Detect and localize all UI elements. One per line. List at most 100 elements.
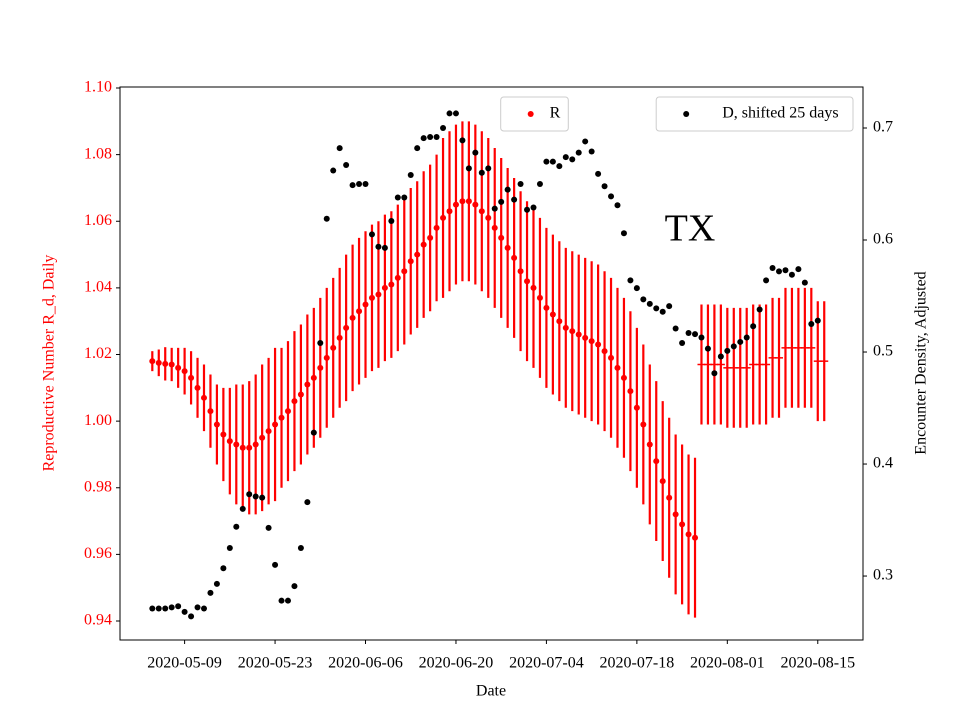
point [427, 133, 434, 140]
point [213, 421, 220, 428]
point [181, 368, 188, 375]
point [207, 589, 214, 596]
point [666, 303, 673, 310]
point [349, 182, 356, 189]
point [381, 244, 388, 251]
point [155, 359, 162, 366]
point [433, 133, 440, 140]
x-axis-label: Date [476, 683, 506, 700]
point [640, 296, 647, 303]
point [323, 354, 330, 361]
point [207, 408, 214, 415]
point [543, 158, 550, 165]
point [692, 331, 699, 338]
point [272, 561, 279, 568]
point [679, 521, 686, 528]
point [188, 374, 195, 381]
point [388, 281, 395, 288]
point [485, 214, 492, 221]
point [724, 347, 731, 354]
point [478, 169, 485, 176]
point [562, 324, 569, 331]
y-tick-label: 1.06 [84, 212, 112, 229]
point [595, 170, 602, 177]
point [679, 340, 686, 347]
point [368, 294, 375, 301]
point [556, 318, 563, 325]
point [375, 291, 382, 298]
point [504, 186, 511, 193]
point [653, 305, 660, 312]
point [233, 441, 240, 448]
x-tick-label: 2020-07-04 [509, 655, 584, 672]
point [459, 137, 466, 144]
point [239, 444, 246, 451]
point [278, 597, 285, 604]
point [259, 494, 266, 501]
point [162, 605, 169, 612]
point [588, 338, 595, 345]
point [472, 201, 479, 208]
point [175, 603, 182, 610]
point [297, 545, 304, 552]
y-tick-label: 0.98 [84, 478, 112, 495]
point [756, 306, 763, 313]
point [511, 254, 518, 261]
point [446, 110, 453, 117]
point [472, 149, 479, 156]
point [414, 145, 421, 152]
point [246, 444, 253, 451]
point [788, 271, 795, 278]
point [188, 613, 195, 620]
point [440, 214, 447, 221]
point [388, 217, 395, 224]
point [349, 314, 356, 321]
y2-tick-label: 0.4 [873, 455, 893, 472]
x-tick-label: 2020-06-06 [328, 655, 403, 672]
point [356, 181, 363, 188]
point [750, 323, 757, 330]
point [233, 523, 240, 530]
point [168, 361, 175, 368]
point [284, 408, 291, 415]
point [246, 491, 253, 498]
point [666, 494, 673, 501]
point [323, 215, 330, 222]
point [433, 224, 440, 231]
point [763, 277, 770, 284]
point [543, 304, 550, 311]
point [498, 198, 505, 205]
point [556, 163, 563, 170]
point [459, 198, 466, 205]
point [549, 311, 556, 318]
legend-marker [527, 111, 534, 117]
point [362, 181, 369, 188]
point [575, 331, 582, 338]
point [478, 208, 485, 215]
point [420, 135, 427, 142]
legend-label: R [550, 105, 561, 122]
y-tick-label: 1.10 [84, 79, 112, 96]
point [414, 251, 421, 258]
point [381, 284, 388, 291]
point [310, 429, 317, 436]
point [452, 110, 459, 117]
point [646, 300, 653, 307]
point [194, 604, 201, 611]
point [317, 340, 324, 347]
point [440, 124, 447, 131]
point [614, 202, 621, 209]
point [336, 334, 343, 341]
point [226, 438, 233, 445]
y-axis-label: Reproductive Number R_d, Daily [41, 255, 58, 472]
point [801, 279, 808, 286]
point [730, 343, 737, 350]
point [530, 284, 537, 291]
annotation: TX [665, 208, 716, 250]
point [776, 268, 783, 275]
point [524, 206, 531, 213]
point [685, 531, 692, 538]
point [252, 493, 259, 500]
point [343, 324, 350, 331]
